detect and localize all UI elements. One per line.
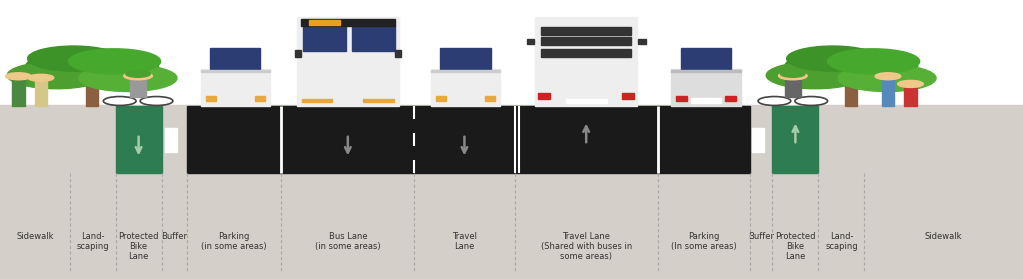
Bar (622, 93, 634, 99)
Bar (297, 17, 399, 106)
Bar (187, 106, 750, 173)
Text: Buffer: Buffer (162, 232, 187, 240)
Bar (0, 172, 1023, 279)
Bar (302, 98, 332, 102)
Bar (211, 48, 260, 69)
Circle shape (5, 73, 32, 80)
Text: Land-
scaping: Land- scaping (826, 232, 857, 251)
Circle shape (787, 46, 879, 71)
Bar (436, 96, 446, 101)
Bar (201, 70, 270, 72)
Bar (681, 48, 730, 69)
Circle shape (124, 72, 152, 80)
Circle shape (69, 49, 161, 74)
Circle shape (28, 46, 120, 71)
Bar (671, 70, 741, 72)
Bar (86, 75, 98, 106)
Bar (725, 96, 736, 101)
Bar (638, 39, 646, 44)
Circle shape (781, 71, 805, 77)
Bar (882, 80, 894, 106)
Bar (12, 80, 25, 106)
Bar (535, 17, 637, 106)
Circle shape (766, 62, 864, 89)
Bar (130, 80, 146, 97)
Bar (566, 99, 607, 103)
Bar (395, 50, 401, 57)
Bar (691, 98, 721, 103)
Bar (303, 26, 346, 51)
Bar (541, 37, 631, 45)
Bar (431, 69, 500, 106)
Bar (527, 39, 534, 44)
Text: Bus Lane
(in some areas): Bus Lane (in some areas) (315, 232, 381, 251)
Circle shape (785, 49, 918, 85)
Bar (541, 49, 631, 57)
Circle shape (779, 72, 807, 80)
Bar (541, 27, 631, 35)
Bar (752, 128, 764, 151)
Bar (255, 96, 265, 101)
Circle shape (838, 65, 936, 92)
Circle shape (79, 65, 177, 92)
Circle shape (828, 49, 920, 74)
Bar (676, 96, 686, 101)
Bar (201, 69, 270, 106)
Circle shape (897, 80, 924, 87)
Bar (431, 70, 500, 72)
Bar (363, 98, 394, 102)
Text: Travel Lane
(Shared with buses in
some areas): Travel Lane (Shared with buses in some a… (540, 232, 632, 261)
Bar (538, 93, 550, 99)
Text: Buffer: Buffer (748, 232, 774, 240)
Text: Parking
(In some areas): Parking (In some areas) (671, 232, 737, 251)
Text: Land-
scaping: Land- scaping (77, 232, 108, 251)
Text: Protected
Bike
Lane: Protected Bike Lane (775, 232, 815, 261)
Bar (904, 88, 917, 106)
Bar (116, 106, 162, 173)
Text: Travel
Lane: Travel Lane (452, 232, 477, 251)
Bar (35, 81, 47, 106)
Bar (295, 50, 301, 57)
Bar (301, 18, 395, 26)
Bar (165, 128, 177, 151)
Circle shape (126, 71, 150, 77)
Bar (309, 20, 340, 25)
Bar (0, 0, 1023, 172)
Circle shape (875, 73, 901, 80)
Bar (785, 80, 801, 97)
Circle shape (26, 49, 159, 85)
Bar (485, 96, 495, 101)
Circle shape (28, 74, 54, 81)
Text: Sidewalk: Sidewalk (925, 232, 963, 240)
Bar (772, 106, 818, 173)
Text: Sidewalk: Sidewalk (16, 232, 53, 240)
Bar (845, 75, 857, 106)
Text: Parking
(in some areas): Parking (in some areas) (202, 232, 267, 251)
Circle shape (7, 62, 105, 89)
Bar (352, 26, 395, 51)
Bar (206, 96, 216, 101)
Bar (671, 69, 741, 106)
Text: Protected
Bike
Lane: Protected Bike Lane (119, 232, 159, 261)
Bar (441, 48, 490, 69)
Bar (0, 105, 1023, 174)
